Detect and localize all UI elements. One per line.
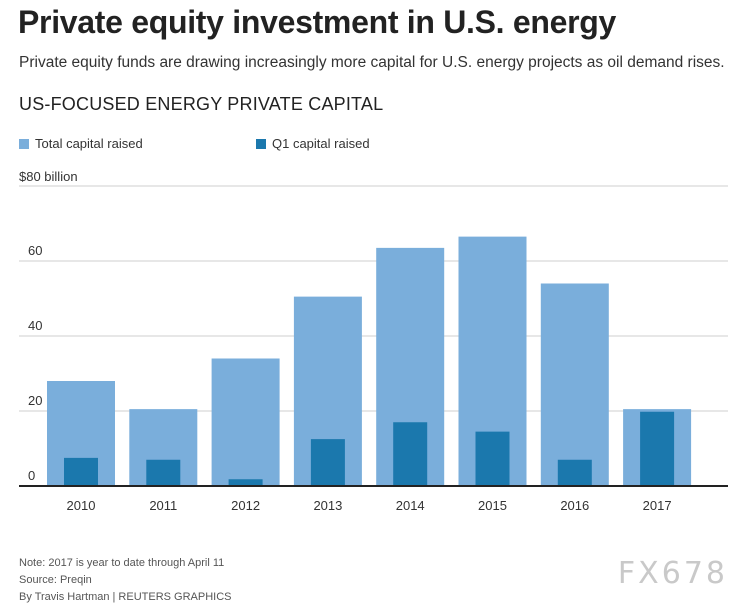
bar-q1-2013 <box>310 439 345 486</box>
y-axis-unit-label: $80 billion <box>19 169 78 184</box>
y-tick-label: 40 <box>28 318 42 333</box>
x-tick-label: 2012 <box>231 498 260 513</box>
page-subtitle: Private equity funds are drawing increas… <box>19 54 725 71</box>
bar-total-2016 <box>540 283 609 486</box>
page-title: Private equity investment in U.S. energy <box>18 4 616 40</box>
chart-footnotes: Note: 2017 is year to date through April… <box>19 555 232 606</box>
credit-text: By Travis Hartman | REUTERS GRAPHICS <box>19 591 232 603</box>
legend-label-q1: Q1 capital raised <box>272 136 370 151</box>
bar-q1-2017 <box>640 411 675 486</box>
x-tick-label: 2013 <box>313 498 342 513</box>
x-tick-label: 2015 <box>478 498 507 513</box>
chart-legend: Total capital raised Q1 capital raised <box>19 136 719 154</box>
bar-q1-2016 <box>557 459 592 486</box>
legend-item-total: Total capital raised <box>19 136 143 151</box>
x-tick-label: 2011 <box>149 498 177 513</box>
bar-q1-2014 <box>393 422 428 486</box>
x-tick-label: 2017 <box>643 498 672 513</box>
legend-label-total: Total capital raised <box>35 136 143 151</box>
legend-item-q1: Q1 capital raised <box>256 136 370 151</box>
y-tick-label: 20 <box>28 393 42 408</box>
y-tick-label: 60 <box>28 243 42 258</box>
y-tick-label: 0 <box>28 468 35 483</box>
bar-q1-2015 <box>475 431 510 486</box>
x-tick-label: 2014 <box>396 498 425 513</box>
x-tick-label: 2016 <box>560 498 589 513</box>
chart-title: US-FOCUSED ENERGY PRIVATE CAPITAL <box>19 94 384 114</box>
watermark-logo: FX678 <box>617 556 728 591</box>
legend-swatch-q1 <box>256 138 266 149</box>
bar-q1-2010 <box>64 457 98 486</box>
bar-q1-2012 <box>228 479 263 486</box>
bar-total-2012 <box>211 358 280 486</box>
note-text: Note: 2017 is year to date through April… <box>19 557 225 569</box>
source-text: Source: Preqin <box>19 574 92 586</box>
bar-q1-2011 <box>146 459 181 486</box>
x-tick-label: 2010 <box>67 498 96 513</box>
legend-swatch-total <box>19 138 29 149</box>
